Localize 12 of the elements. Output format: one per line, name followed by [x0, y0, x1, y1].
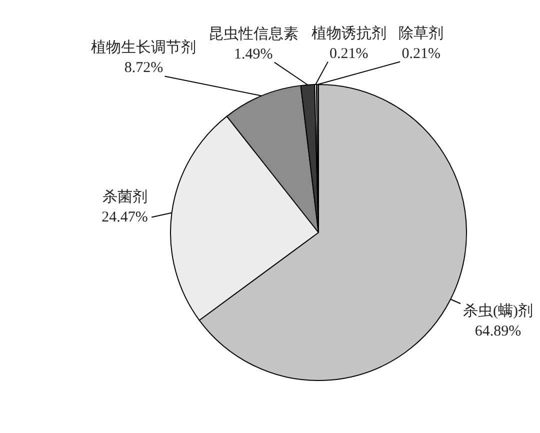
slice-label: 植物诱抗剂: [311, 24, 386, 42]
data-label: 8.72%: [124, 60, 164, 76]
slice-label: 植物生长调节剂: [91, 39, 196, 56]
data-label: 0.21%: [402, 46, 440, 62]
data-label: 64.89%: [474, 324, 522, 340]
slice-label: 昆虫性信息素: [208, 25, 298, 42]
slice-label: 杀虫(螨)剂: [463, 302, 534, 320]
data-label: 0.21%: [330, 46, 368, 62]
slice-label: 杀菌剂: [102, 188, 148, 206]
data-label: 1.49%: [234, 46, 273, 62]
data-label: 24.47%: [102, 209, 148, 226]
slice-label: 除草剂: [398, 24, 444, 42]
